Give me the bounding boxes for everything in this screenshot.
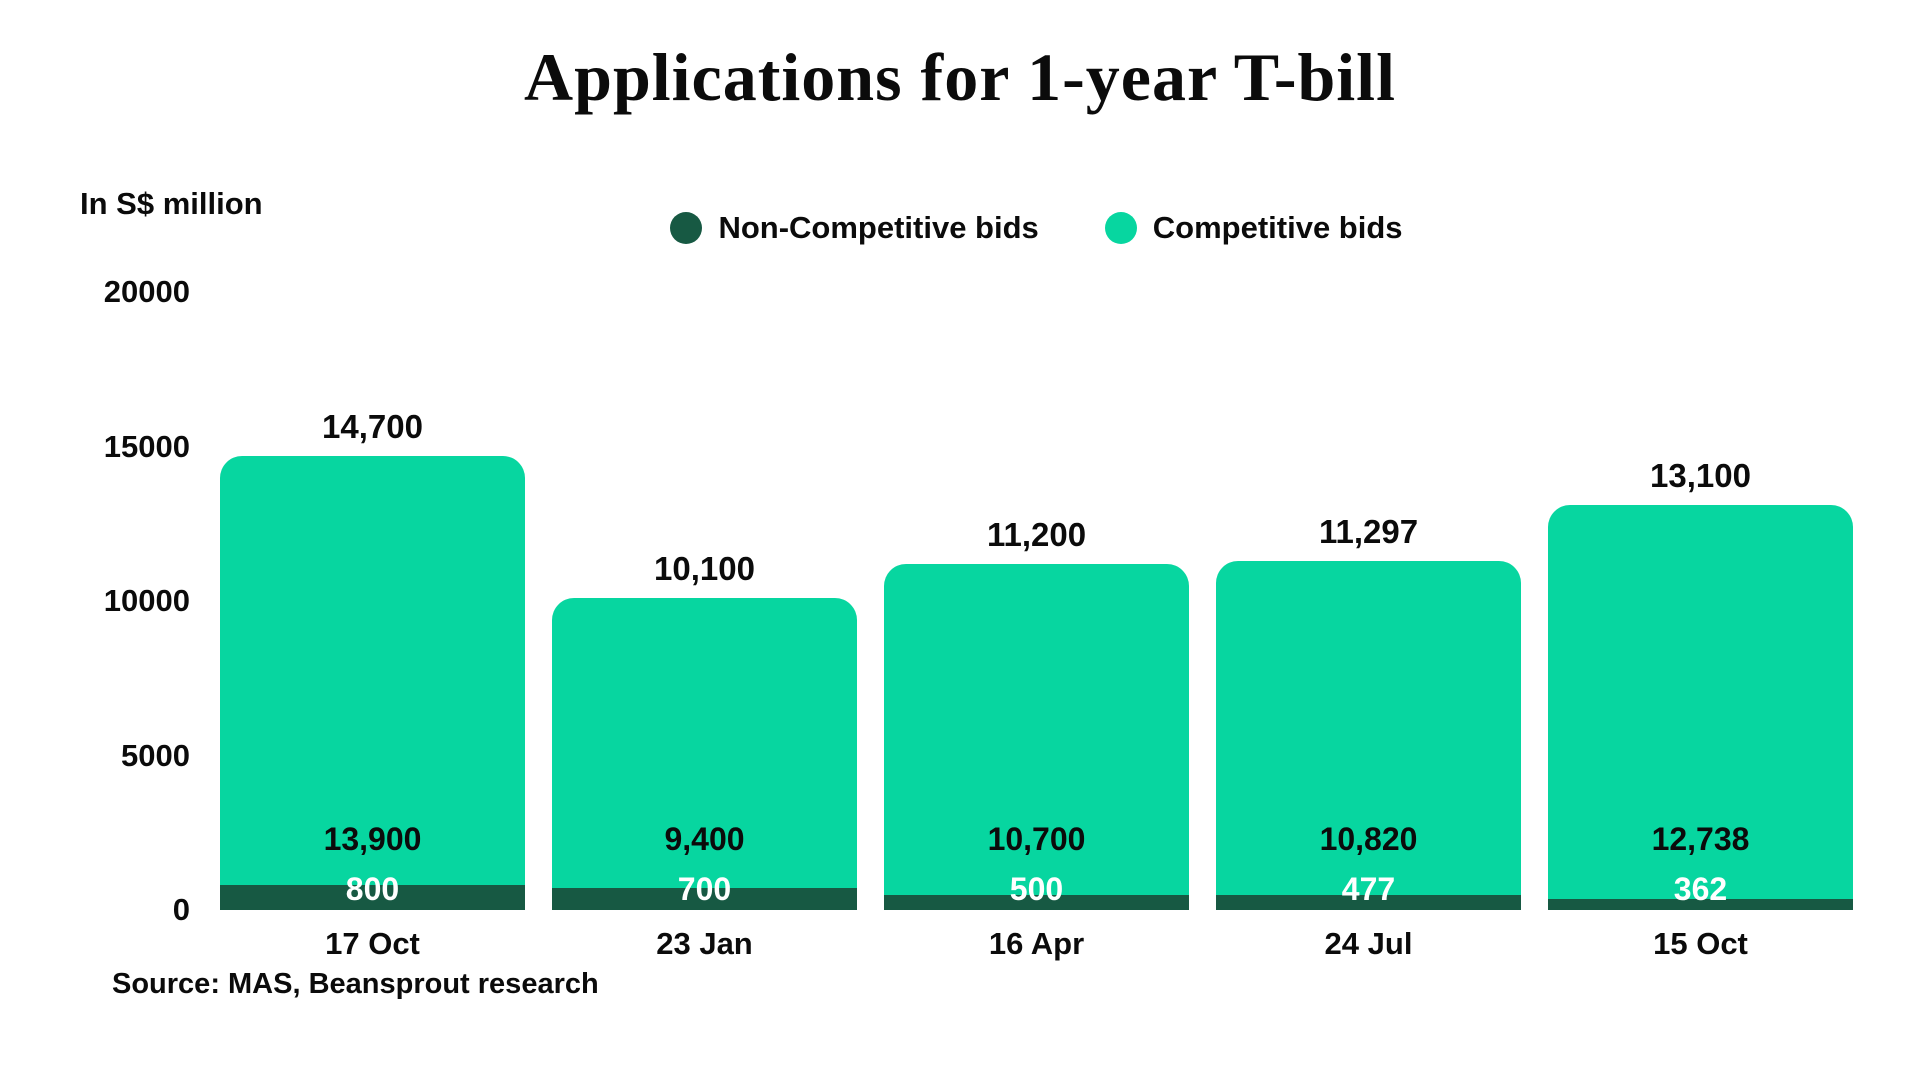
legend-label-noncompetitive: Non-Competitive bids xyxy=(718,210,1039,245)
y-tick-label: 20000 xyxy=(103,274,190,309)
y-axis: 20000 15000 10000 5000 0 xyxy=(40,0,190,1080)
y-tick-label: 15000 xyxy=(103,428,190,464)
bar-group: 16 Apr 11,200 10,700 500 xyxy=(884,292,1189,961)
chart-title: Applications for 1-year T-bill xyxy=(524,39,1396,115)
x-axis-category-label: 23 Jan xyxy=(656,926,753,961)
noncompetitive-segment xyxy=(1548,898,1853,910)
noncompetitive-value-label: 500 xyxy=(1009,871,1064,907)
legend-item-competitive: Competitive bids xyxy=(1104,210,1403,246)
total-value-label: 11,200 xyxy=(986,515,1087,553)
x-axis-category-label: 24 Jul xyxy=(1324,926,1413,961)
noncompetitive-value-label: 800 xyxy=(345,871,400,907)
competitive-value-label: 13,900 xyxy=(323,821,422,857)
stacked-bar: 13,100 12,738 362 xyxy=(1548,457,1853,910)
x-axis-category-label: 17 Oct xyxy=(325,926,420,961)
x-axis-category-label: 15 Oct xyxy=(1653,926,1748,961)
noncompetitive-segment xyxy=(552,888,857,910)
legend-label-competitive: Competitive bids xyxy=(1152,210,1403,245)
bar-group: 23 Jan 10,100 9,400 700 xyxy=(552,292,857,961)
legend: Non-Competitive bids Competitive bids xyxy=(220,210,1853,246)
plot-area: 17 Oct 14,700 13,900 800 23 Jan 10,100 9,400 70… xyxy=(220,292,1853,961)
noncompetitive-value-label: 477 xyxy=(1341,871,1396,907)
noncompetitive-value-label: 700 xyxy=(677,871,732,907)
noncompetitive-value-label: 362 xyxy=(1673,871,1728,907)
competitive-value-label: 10,700 xyxy=(987,821,1086,857)
y-tick-label: 0 xyxy=(172,892,190,927)
y-tick-label: 5000 xyxy=(121,737,190,773)
legend-item-noncompetitive: Non-Competitive bids xyxy=(670,210,1039,246)
competitive-value-label: 10,820 xyxy=(1319,821,1418,857)
y-tick-label: 10000 xyxy=(103,583,190,618)
source-note: Source: MAS, Beansprout research xyxy=(112,968,599,1000)
total-value-label: 10,100 xyxy=(654,549,755,587)
y-axis-unit-label: In S$ million xyxy=(80,186,263,221)
competitive-dot-icon xyxy=(1104,212,1137,244)
competitive-value-label: 9,400 xyxy=(664,821,745,857)
stacked-bar: 10,100 9,400 700 xyxy=(552,550,857,910)
x-axis-category-label: 16 Apr xyxy=(988,926,1085,961)
noncompetitive-dot-icon xyxy=(670,212,703,244)
noncompetitive-segment xyxy=(220,885,525,910)
noncompetitive-segment xyxy=(884,894,1189,910)
stacked-bar: 11,297 10,820 477 xyxy=(1216,513,1521,910)
bar-group: 15 Oct 13,100 12,738 362 xyxy=(1548,292,1853,961)
bar-group: 24 Jul 11,297 10,820 477 xyxy=(1216,292,1521,961)
stacked-bar: 11,200 10,700 500 xyxy=(884,516,1189,910)
competitive-value-label: 12,738 xyxy=(1651,821,1750,857)
noncompetitive-segment xyxy=(1216,895,1521,910)
total-value-label: 13,100 xyxy=(1650,457,1751,495)
stacked-bar: 14,700 13,900 800 xyxy=(220,408,525,910)
total-value-label: 14,700 xyxy=(322,407,423,445)
bar-group: 17 Oct 14,700 13,900 800 xyxy=(220,292,525,961)
total-value-label: 11,297 xyxy=(1318,512,1419,550)
